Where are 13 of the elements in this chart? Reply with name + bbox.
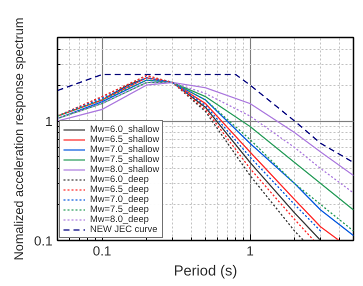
- x-axis-title: Period (s): [174, 264, 238, 280]
- y-axis-title: Nomalized acceleration response spectrum: [12, 18, 26, 260]
- legend-label: Mw=8.0_deep: [90, 214, 149, 224]
- legend-label: NEW JEC curve: [90, 224, 158, 234]
- legend-label: Mw=7.0_shallow: [90, 144, 160, 154]
- legend-label: Mw=7.5_shallow: [90, 154, 160, 164]
- legend-label: Mw=6.0_deep: [90, 174, 149, 184]
- legend-label: Mw=6.5_shallow: [90, 134, 160, 144]
- legend-label: Mw=6.0_shallow: [90, 124, 160, 134]
- legend-label: Mw=7.5_deep: [90, 204, 149, 214]
- legend-label: Mw=7.0_deep: [90, 194, 149, 204]
- legend-label: Mw=8.0_shallow: [90, 164, 160, 174]
- legend-label: Mw=6.5_deep: [90, 184, 149, 194]
